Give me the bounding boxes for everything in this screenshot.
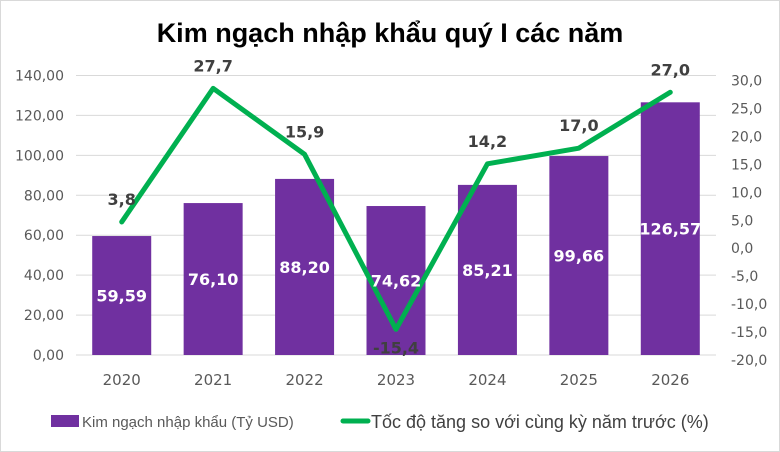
y-right-tick-label: -20,0 (731, 353, 767, 369)
y-right-tick-label: 25,0 (731, 101, 762, 117)
legend: Kim ngạch nhập khẩu (Tỷ USD) Tốc độ tăng… (51, 412, 709, 432)
y-left-tick-label: 60,00 (24, 228, 64, 244)
bar-value-label: 88,20 (279, 258, 330, 277)
x-tick-label: 2021 (194, 371, 232, 389)
line-value-label: -15,4 (373, 338, 419, 357)
y-left-tick-label: 40,00 (24, 268, 64, 284)
bar-value-label: 76,10 (188, 270, 239, 289)
bar-value-label: 126,57 (639, 220, 701, 239)
y-right-tick-label: 30,0 (731, 74, 762, 90)
y-right-tick-label: -5,0 (731, 269, 758, 285)
bar-value-label: 74,62 (371, 272, 422, 291)
y-right-tick-label: 15,0 (731, 157, 762, 173)
line-value-label: 3,8 (108, 190, 136, 209)
line-value-label: 15,9 (285, 122, 324, 141)
line-value-label: 27,0 (651, 60, 690, 79)
line-value-label: 27,7 (193, 56, 232, 75)
bar (549, 156, 609, 355)
x-tick-label: 2024 (468, 371, 506, 389)
y-left-tick-label: 0,00 (33, 348, 64, 364)
x-tick-label: 2025 (560, 371, 598, 389)
bar (457, 184, 517, 355)
legend-label-bar: Kim ngạch nhập khẩu (Tỷ USD) (82, 414, 294, 431)
y-right-tick-label: 20,0 (731, 129, 762, 145)
x-tick-label: 2026 (651, 371, 689, 389)
x-tick-label: 2020 (103, 371, 141, 389)
y-right-tick-label: 10,0 (731, 185, 762, 201)
line-value-label: 17,0 (559, 116, 598, 135)
x-tick-label: 2023 (377, 371, 415, 389)
y-left-tick-label: 100,00 (15, 148, 64, 164)
y-right-tick-label: 0,0 (731, 241, 753, 257)
y-right-tick-label: -10,0 (731, 297, 767, 313)
legend-label-line: Tốc độ tăng so với cùng kỳ năm trước (%) (371, 412, 709, 432)
y-left-tick-label: 140,00 (15, 69, 64, 85)
y-right-tick-label: -15,0 (731, 325, 767, 341)
chart-title: Kim ngạch nhập khẩu quý I các năm (157, 18, 624, 48)
y-right-tick-label: 5,0 (731, 213, 753, 229)
x-tick-label: 2022 (285, 371, 323, 389)
line-value-label: 14,2 (468, 132, 507, 151)
y-left-tick-label: 120,00 (15, 108, 64, 124)
bar (183, 203, 243, 355)
bar-value-label: 59,59 (96, 287, 147, 306)
legend-swatch-bar (51, 415, 79, 427)
y-left-tick-label: 20,00 (24, 308, 64, 324)
y-left-tick-label: 80,00 (24, 188, 64, 204)
growth-line (119, 85, 673, 332)
bar-value-label: 85,21 (462, 261, 513, 280)
bar-value-label: 99,66 (554, 247, 605, 266)
bar (92, 236, 152, 355)
bar (640, 102, 700, 355)
bar (275, 178, 335, 355)
